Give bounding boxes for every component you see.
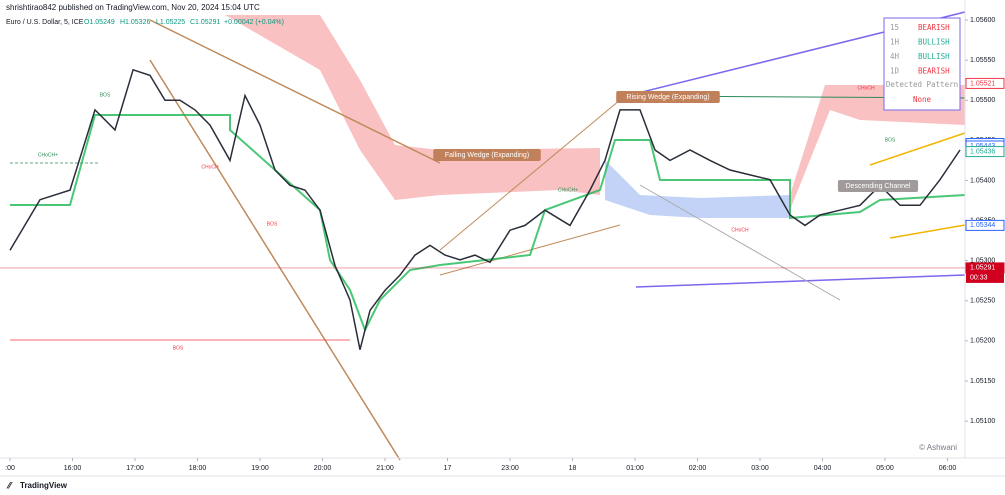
- y-tick-label: 1.05200: [970, 338, 995, 345]
- ohlc-close: C1.05291: [190, 19, 220, 26]
- cloud-blue: [605, 160, 790, 218]
- x-tick-label: 06:00: [939, 465, 957, 472]
- y-tick-label: 1.05600: [970, 17, 995, 24]
- price-tag: [965, 219, 1005, 231]
- x-tick-label: 05:00: [876, 465, 894, 472]
- x-tick-label: 19:00: [251, 465, 269, 472]
- author-line: shrishtirao842 published on TradingView.…: [6, 3, 260, 12]
- logo-mark: ⁄⁄: [6, 480, 14, 490]
- trend: BULLISH: [918, 52, 950, 61]
- pattern-value: None: [913, 95, 932, 104]
- trend-line: [149, 19, 441, 164]
- footer-brand: TradingView: [20, 481, 68, 490]
- price-tag-label: 1.05291: [970, 265, 995, 272]
- x-tick-label: 17: [444, 465, 452, 472]
- x-tick-label: 02:00: [689, 465, 707, 472]
- timeframe: 1D: [890, 67, 900, 76]
- price-line: [9, 68, 961, 350]
- price-tag-label: 1.05344: [970, 222, 995, 229]
- trend-table: [883, 17, 961, 111]
- price-tag-label: 1.05436: [970, 148, 995, 155]
- trend-line: [639, 184, 841, 301]
- structure-label: BOS: [267, 221, 278, 227]
- structure-label: CHoCH: [731, 227, 749, 233]
- timeframe: 1H: [890, 38, 900, 47]
- trend-line: [149, 59, 401, 461]
- x-tick-label: 03:00: [751, 465, 769, 472]
- trend: BEARISH: [918, 67, 950, 76]
- price-tag: [965, 146, 1005, 158]
- structure-label: CHoCH+: [38, 152, 58, 158]
- pattern-label-bg: [616, 91, 720, 103]
- structure-label: BOS: [100, 92, 111, 98]
- x-tick-label: 21:00: [376, 465, 394, 472]
- supertrend: [10, 114, 966, 333]
- x-tick-label: 01:00: [626, 465, 644, 472]
- pattern-label: Descending Channel: [846, 183, 911, 190]
- pattern-label-bg: [837, 180, 919, 192]
- x-tick-label: 20:00: [314, 465, 332, 472]
- countdown-bg: [966, 272, 1004, 283]
- price-tag: [965, 77, 1005, 89]
- trend-line: [439, 99, 621, 251]
- symbol: Euro / U.S. Dollar, 5, ICE: [6, 19, 84, 26]
- x-tick-label: 17:00: [126, 465, 144, 472]
- y-tick-label: 1.05250: [970, 298, 995, 305]
- pattern-label: Falling Wedge (Expanding): [445, 152, 529, 159]
- price-tag-label: 1.05521: [970, 80, 995, 87]
- y-tick-label: 1.05400: [970, 177, 995, 184]
- y-tick-label: 1.05300: [970, 258, 995, 265]
- countdown: 00:33: [970, 275, 988, 282]
- trend-line: [869, 132, 966, 166]
- y-tick-label: 1.05150: [970, 378, 995, 385]
- timeframe: 15: [890, 23, 899, 32]
- x-tick-label: 23:00: [501, 465, 519, 472]
- structure-label: CHoCH+: [558, 187, 578, 193]
- trend: BEARISH: [918, 23, 950, 32]
- structure-label: BOS: [173, 345, 184, 351]
- watermark: © Ashwani: [919, 443, 957, 452]
- y-tick-label: 1.05500: [970, 97, 995, 104]
- timeframe: 4H: [890, 52, 900, 61]
- y-tick-label: 1.05100: [970, 418, 995, 425]
- trend-line: [635, 274, 966, 288]
- x-tick-label: 18:00: [189, 465, 207, 472]
- y-tick-label: 1.05550: [970, 57, 995, 64]
- ohlc-low: L1.05225: [156, 19, 185, 26]
- trend-line: [889, 224, 966, 239]
- ohlc-change: +0.00042 (+0.04%): [224, 19, 284, 26]
- trend: BULLISH: [918, 38, 950, 47]
- structure-label: CHoCH: [857, 85, 875, 91]
- x-tick-label: :00: [5, 465, 15, 472]
- trend-line: [439, 224, 621, 276]
- ohlc-open: O1.05249: [84, 19, 115, 26]
- structure-label: BOS: [885, 137, 896, 143]
- pattern-title: Detected Pattern: [886, 80, 958, 89]
- x-tick-label: 16:00: [64, 465, 82, 472]
- structure-label: CHoCH: [201, 164, 219, 170]
- cloud-red: [790, 85, 965, 210]
- pattern-label: Rising Wedge (Expanding): [626, 94, 709, 101]
- pattern-label-bg: [433, 149, 541, 161]
- x-tick-label: 18: [569, 465, 577, 472]
- ohlc-high: H1.05326: [120, 19, 150, 26]
- x-tick-label: 04:00: [814, 465, 832, 472]
